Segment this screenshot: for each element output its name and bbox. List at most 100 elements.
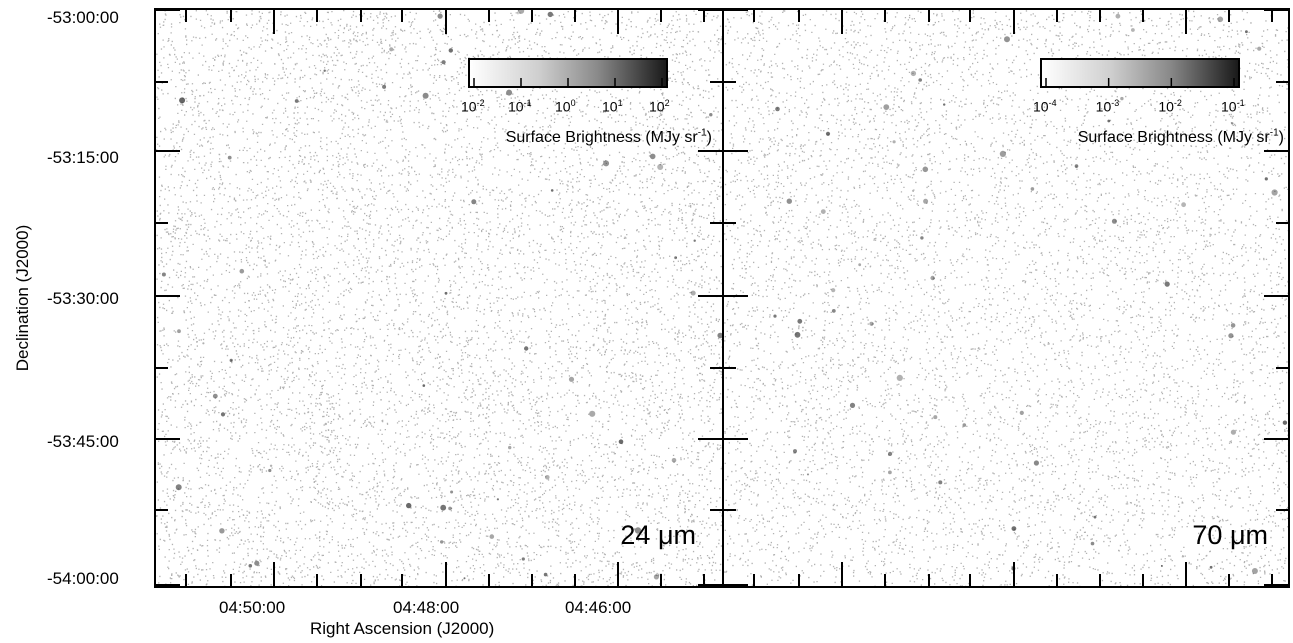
point-source — [962, 423, 967, 427]
colorbar-title-text: Surface Brightness (MJy sr-1) — [505, 128, 712, 147]
point-source — [227, 155, 232, 160]
point-source — [618, 439, 624, 445]
point-source — [463, 577, 466, 580]
point-source — [1228, 333, 1234, 339]
point-source — [568, 376, 575, 382]
point-source — [1004, 36, 1010, 43]
colorbar-tick-label: 102 — [649, 98, 670, 115]
colorbar-ticks — [1045, 78, 1235, 86]
y-tick-label: -53:15:00 — [47, 148, 119, 167]
y-axis-title: Declination (J2000) — [13, 224, 32, 372]
point-source — [406, 502, 412, 509]
point-source — [1011, 566, 1016, 571]
point-source — [775, 106, 780, 112]
point-source — [1111, 218, 1117, 224]
y-tick-label: -53:45:00 — [47, 432, 119, 451]
point-source — [1217, 16, 1224, 23]
point-source — [1143, 19, 1146, 22]
point-source — [229, 358, 233, 362]
point-source — [933, 415, 938, 420]
point-source — [849, 402, 856, 408]
point-source — [177, 329, 181, 334]
point-source — [389, 47, 394, 52]
point-source — [448, 506, 452, 511]
colorbar-title: Surface Brightness (MJy sr-1) — [1078, 128, 1284, 147]
point-source — [938, 480, 943, 485]
point-source — [161, 272, 166, 277]
point-source — [1245, 30, 1248, 34]
colorbar-tick-label: 10-1 — [508, 98, 532, 115]
point-source — [202, 342, 205, 345]
wavelength-label: 70 μm — [1192, 520, 1268, 550]
point-source — [773, 314, 777, 318]
point-source — [1074, 164, 1079, 168]
point-source — [918, 78, 922, 82]
point-source — [506, 89, 513, 96]
point-source — [294, 99, 299, 103]
point-source — [450, 490, 454, 494]
y-tick-label: -53:00:00 — [47, 8, 119, 27]
point-source — [896, 374, 903, 381]
point-source — [883, 104, 890, 110]
point-source — [797, 318, 803, 324]
point-source — [910, 70, 917, 77]
point-source — [786, 198, 792, 204]
point-source — [508, 445, 512, 450]
point-source — [999, 150, 1006, 157]
point-source — [922, 166, 929, 173]
point-source — [1107, 119, 1111, 123]
point-source — [179, 97, 186, 104]
point-source — [239, 268, 245, 274]
point-source — [441, 60, 446, 65]
point-source — [1030, 187, 1035, 191]
point-source — [382, 84, 387, 89]
point-source — [1164, 281, 1170, 287]
point-source — [1033, 460, 1039, 466]
point-source — [1181, 202, 1186, 208]
point-source — [690, 290, 696, 296]
point-source — [717, 332, 722, 339]
point-source — [175, 484, 182, 491]
point-source — [1011, 526, 1017, 531]
colorbar-tick-label: 10-4 — [1033, 98, 1057, 115]
point-source — [794, 331, 801, 338]
point-source — [923, 198, 929, 204]
x-tick-label: 04:48:00 — [393, 598, 460, 617]
sky-image — [156, 10, 722, 586]
point-source — [806, 473, 810, 476]
point-source — [448, 48, 453, 53]
wavelength-label: 24 μm — [620, 520, 696, 550]
point-source — [709, 113, 713, 117]
point-source — [603, 160, 610, 167]
point-source — [422, 92, 429, 99]
point-source — [653, 574, 659, 580]
point-source — [489, 534, 495, 539]
point-source — [524, 346, 529, 351]
point-source — [254, 560, 260, 566]
point-source — [1131, 28, 1135, 32]
point-source — [496, 498, 499, 501]
image-panel-24um: 10-2 10-1 100 101 102 Surface Brightness (MJ… — [154, 8, 724, 588]
colorbar-tick-label: 101 — [602, 98, 623, 115]
colorbar — [1040, 58, 1240, 88]
point-source — [1257, 46, 1262, 51]
point-source — [1019, 410, 1024, 415]
point-source — [793, 449, 797, 454]
point-source — [550, 189, 554, 192]
point-source — [1282, 420, 1288, 425]
colorbar-title: Surface Brightness (MJy sr-1) — [506, 128, 712, 147]
point-source — [268, 468, 272, 473]
point-source — [1209, 565, 1213, 569]
point-source — [1264, 177, 1268, 181]
point-source — [1230, 323, 1236, 328]
x-tick-label: 04:50:00 — [219, 598, 286, 617]
point-source — [693, 239, 696, 242]
colorbar-tick-label: 10-3 — [1095, 98, 1120, 115]
point-source — [831, 288, 836, 293]
point-source — [527, 102, 531, 106]
point-source — [930, 275, 935, 281]
point-source — [888, 470, 892, 475]
point-source — [248, 564, 253, 568]
point-source — [1231, 122, 1234, 125]
point-source — [543, 572, 548, 577]
